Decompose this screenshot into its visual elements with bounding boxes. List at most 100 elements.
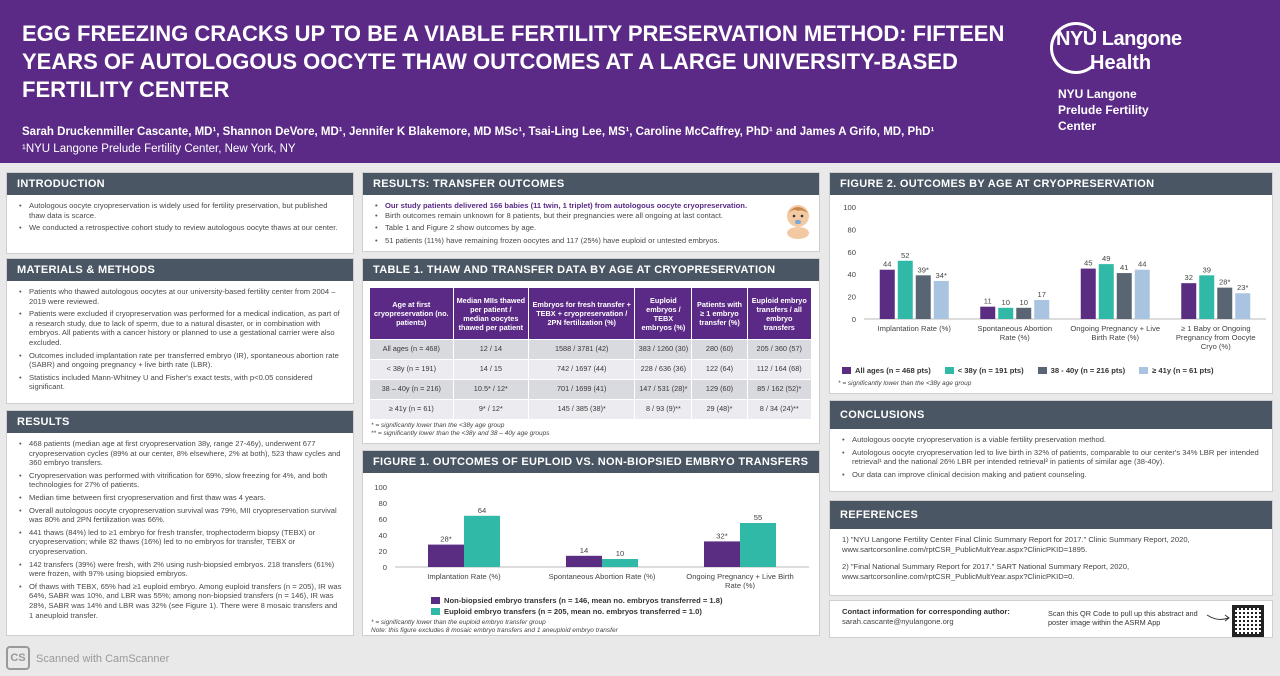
data-label: 64 [478,506,486,515]
transfer-item: Our study patients delivered 166 babies … [375,201,771,211]
logo-text-line1: NYU Langone [1056,28,1182,50]
bar [879,269,895,319]
table-header: Euploid embryos / TEBX embryos (%) [634,287,693,340]
data-label: 28* [1219,278,1230,287]
x-tick-label: Birth Rate (%) [1091,333,1139,342]
figure1-heading: FIGURE 1. OUTCOMES OF EUPLOID VS. NON-BI… [363,451,819,473]
conclusion-item: Our data can improve clinical decision m… [842,470,1262,480]
legend-item: ≥ 41y (n = 61 pts) [1139,366,1213,375]
methods-item: Patients were excluded if cryopreservati… [19,309,343,347]
table-cell: 280 (60) [691,339,748,360]
bar [464,515,500,567]
results-heading: RESULTS [7,411,353,433]
bar [1080,268,1096,319]
table-cell: 228 / 636 (36) [634,359,693,380]
data-label: 23* [1237,283,1248,292]
table-cell: 12 / 14 [452,339,530,360]
table-header: Embryos for fresh transfer + TEBX + cryo… [528,287,636,340]
results-panel: RESULTS 468 patients (median age at firs… [6,410,354,636]
x-tick-label: Spontaneous Abortion Rate (%) [549,572,656,581]
table-cell: 122 (64) [691,359,748,380]
author-list: Sarah Druckenmiller Cascante, MD¹, Shann… [22,126,935,138]
table-note: * = significantly lower than the <38y ag… [371,422,505,429]
contact-email[interactable]: sarah.cascante@nyulangone.org [842,617,954,626]
intro-item: We conducted a retrospective cohort stud… [19,223,343,233]
table-row: < 38y (n = 191) 14 / 15 742 / 1697 (44) … [369,359,813,380]
y-tick-label: 60 [379,515,387,524]
contact-label: Contact information for corresponding au… [842,607,1010,616]
legend-label: ≥ 41y (n = 61 pts) [1152,366,1214,375]
results-item: 441 thaws (84%) led to ≥1 embryo for fre… [19,528,343,557]
data-label: 41 [1120,263,1128,272]
qr-code-icon[interactable] [1232,605,1264,637]
camscanner-watermark: Scanned with CamScanner [36,653,170,665]
x-tick-label: Rate (%) [725,581,755,589]
conclusion-item: Autologous oocyte cryopreservation is a … [842,435,1262,445]
transfer-heading: RESULTS: TRANSFER OUTCOMES [363,173,819,195]
bar [1034,299,1050,319]
transfer-item: Birth outcomes remain unknown for 8 pati… [375,211,771,221]
y-tick-label: 40 [848,270,856,279]
figure-note: * = significantly lower than the euploid… [371,619,546,626]
table-cell: 8 / 93 (9)** [634,399,693,420]
introduction-panel: INTRODUCTION Autologous oocyte cryoprese… [6,172,354,254]
methods-panel: MATERIALS & METHODS Patients who thawed … [6,258,354,404]
reference-item: 1) "NYU Langone Fertility Center Final C… [842,535,1190,554]
conclusion-item: Autologous oocyte cryopreservation led t… [842,448,1262,467]
methods-item: Patients who thawed autologous oocytes a… [19,287,343,306]
bar [740,523,776,567]
bar [897,260,913,319]
methods-item: Outcomes included implantation rate per … [19,351,343,370]
introduction-heading: INTRODUCTION [7,173,353,195]
table-note: ** = significantly lower than the <38y a… [371,430,550,437]
bar [1181,283,1197,319]
bar [915,275,931,319]
figure1-panel: FIGURE 1. OUTCOMES OF EUPLOID VS. NON-BI… [362,450,820,636]
results-item: 142 transfers (39%) were fresh, with 2% … [19,560,343,579]
table-header: Age at first cryopreservation (no. patie… [369,287,454,340]
table-cell: 129 (60) [691,379,748,400]
legend-swatch [944,367,954,374]
table-cell: 10.5* / 12* [452,379,530,400]
transfer-item: 51 patients (11%) have remaining frozen … [375,236,771,246]
baby-icon [787,205,809,239]
table-cell: 742 / 1697 (44) [528,359,636,380]
camscanner-logo-icon: CS [6,646,30,670]
data-label: 44 [883,260,891,269]
data-label: 11 [984,297,992,306]
figure-note: Note: this figure excludes 8 mosaic embr… [371,627,618,634]
x-tick-label: Cryo (%) [1201,342,1231,351]
y-tick-label: 0 [852,315,856,324]
y-tick-label: 0 [383,563,387,572]
table-cell: 85 / 162 (52)* [746,379,813,400]
figure2-heading: FIGURE 2. OUTCOMES BY AGE AT CRYOPRESERV… [830,173,1272,195]
thaw-transfer-table: Age at first cryopreservation (no. patie… [369,287,813,420]
data-label: 32 [1185,273,1193,282]
references-panel: REFERENCES 1) "NYU Langone Fertility Cen… [829,500,1273,596]
data-label: 39 [1203,265,1211,274]
table-cell: ≥ 41y (n = 61) [369,399,454,420]
bar [566,555,602,567]
qr-instructions: Scan this QR Code to pull up this abstra… [1048,609,1198,627]
table-cell: < 38y (n = 191) [369,359,454,380]
y-tick-label: 100 [374,483,387,492]
bar [428,544,464,567]
legend-swatch [1037,367,1047,374]
table-header: Patients with ≥ 1 embryo transfer (%) [691,287,748,340]
transfer-outcomes-panel: RESULTS: TRANSFER OUTCOMES Our study pat… [362,172,820,252]
data-label: 32* [716,531,727,540]
table1-panel: TABLE 1. THAW AND TRANSFER DATA BY AGE A… [362,258,820,444]
table-header: Median MIIs thawed per patient / median … [452,287,530,340]
figure2-chart: 0 20 40 60 80 100 44 52 39* 34* Implantation Rate … [843,203,1266,351]
data-label: 17 [1038,290,1046,299]
figure2-panel: FIGURE 2. OUTCOMES BY AGE AT CRYOPRESERV… [829,172,1273,394]
bar [1016,307,1032,319]
y-tick-label: 60 [848,248,856,257]
table-cell: 14 / 15 [452,359,530,380]
legend-swatch [842,367,851,374]
legend-item: All ages (n = 468 pts) [842,366,931,375]
x-tick-label: ≥ 1 Baby or Ongoing [1181,324,1251,333]
methods-item: Statistics included Mann-Whitney U and F… [19,373,343,392]
nyu-logo: NYU Langone Health [1050,22,1182,78]
contact-panel: Contact information for corresponding au… [829,600,1273,638]
